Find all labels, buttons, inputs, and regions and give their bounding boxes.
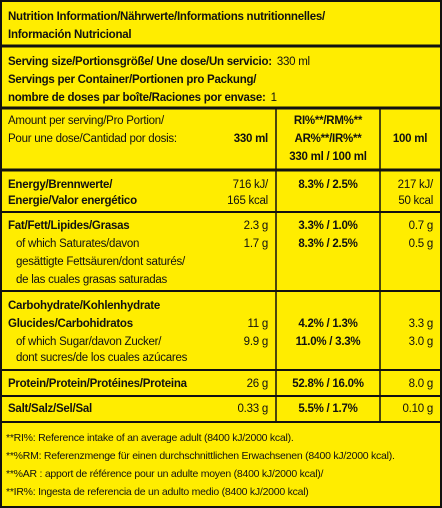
reference-value: 5.5% / 1.7% [298, 403, 357, 415]
column-header: 330 ml / 100 ml [289, 151, 366, 163]
nutrient-label: Carbohydrate/Kohlenhydrate [8, 300, 160, 312]
column-header: 330 ml [234, 133, 268, 145]
nutrient-label: Salt/Salz/Sel/Sal [8, 403, 92, 415]
column-header: 100 ml [393, 133, 427, 145]
per-serving-value: 716 kJ/ [233, 179, 269, 191]
per-100ml-value: 0.10 g [403, 403, 433, 415]
per-serving-value: 11 g [247, 318, 268, 330]
servings-label: nombre de doses par boîte/Raciones por e… [8, 92, 266, 104]
reference-value: 11.0% / 3.3% [296, 336, 361, 348]
title: Nutrition Information/Nährwerte/Informat… [8, 11, 326, 23]
per-100ml-value: 3.0 g [409, 336, 433, 348]
nutrient-label: Fat/Fett/Lipides/Grasas [8, 220, 129, 232]
column-header: Pour une dose/Cantidad por dosis: [8, 133, 177, 145]
reference-value: 4.2% / 1.3% [298, 318, 357, 330]
footnote: **RI%: Reference intake of an average ad… [6, 432, 294, 444]
nutrient-label: gesättigte Fettsäuren/dont saturés/ [16, 256, 186, 268]
reference-value: 52.8% / 16.0% [292, 378, 364, 390]
column-header: RI%**/RM%** [294, 115, 363, 127]
per-serving-value: 165 kcal [227, 195, 268, 207]
nutrient-label: of which Saturates/davon [16, 238, 139, 250]
nutrient-label: Glucides/Carbohidratos [8, 318, 133, 330]
per-100ml-value: 8.0 g [409, 378, 433, 390]
per-100ml-value: 0.7 g [409, 220, 433, 232]
per-serving-value: 9.9 g [244, 336, 268, 348]
per-100ml-value: 50 kcal [398, 195, 433, 207]
nutrient-label: Protein/Protein/Protéines/Proteina [8, 378, 188, 390]
per-100ml-value: 217 kJ/ [398, 179, 434, 191]
column-header: AR%**/IR%** [295, 133, 363, 145]
per-serving-value: 1.7 g [244, 238, 268, 250]
column-header: Amount per serving/Pro Portion/ [8, 115, 165, 127]
per-serving-value: 2.3 g [244, 220, 268, 232]
per-serving-value: 0.33 g [238, 403, 268, 415]
servings-label: Servings per Container/Portionen pro Pac… [8, 74, 257, 86]
serving-size-label: Serving size/Portionsgröße/ Une dose/Un … [8, 56, 272, 68]
footnote: **IR%: Ingesta de referencia de un adult… [6, 486, 309, 498]
nutrient-label: Energy/Brennwerte/ [8, 179, 113, 191]
title: Información Nutricional [8, 29, 131, 41]
serving-size-value: 330 ml [277, 56, 310, 68]
reference-value: 8.3% / 2.5% [298, 238, 357, 250]
per-serving-value: 26 g [247, 378, 268, 390]
footnote: **%AR : apport de référence pour un adul… [6, 468, 324, 480]
servings-value: 1 [271, 92, 277, 104]
nutrient-label: of which Sugar/davon Zucker/ [16, 336, 162, 348]
reference-value: 3.3% / 1.0% [298, 220, 357, 232]
nutrient-label: Energie/Valor energético [8, 195, 137, 207]
nutrient-label: de las cuales grasas saturadas [16, 274, 168, 286]
per-100ml-value: 3.3 g [409, 318, 433, 330]
reference-value: 8.3% / 2.5% [298, 179, 357, 191]
footnote: **%RM: Referenzmenge für einen durchschn… [6, 450, 395, 462]
nutrient-label: dont sucres/de los cuales azúcares [16, 352, 188, 364]
per-100ml-value: 0.5 g [409, 238, 433, 250]
